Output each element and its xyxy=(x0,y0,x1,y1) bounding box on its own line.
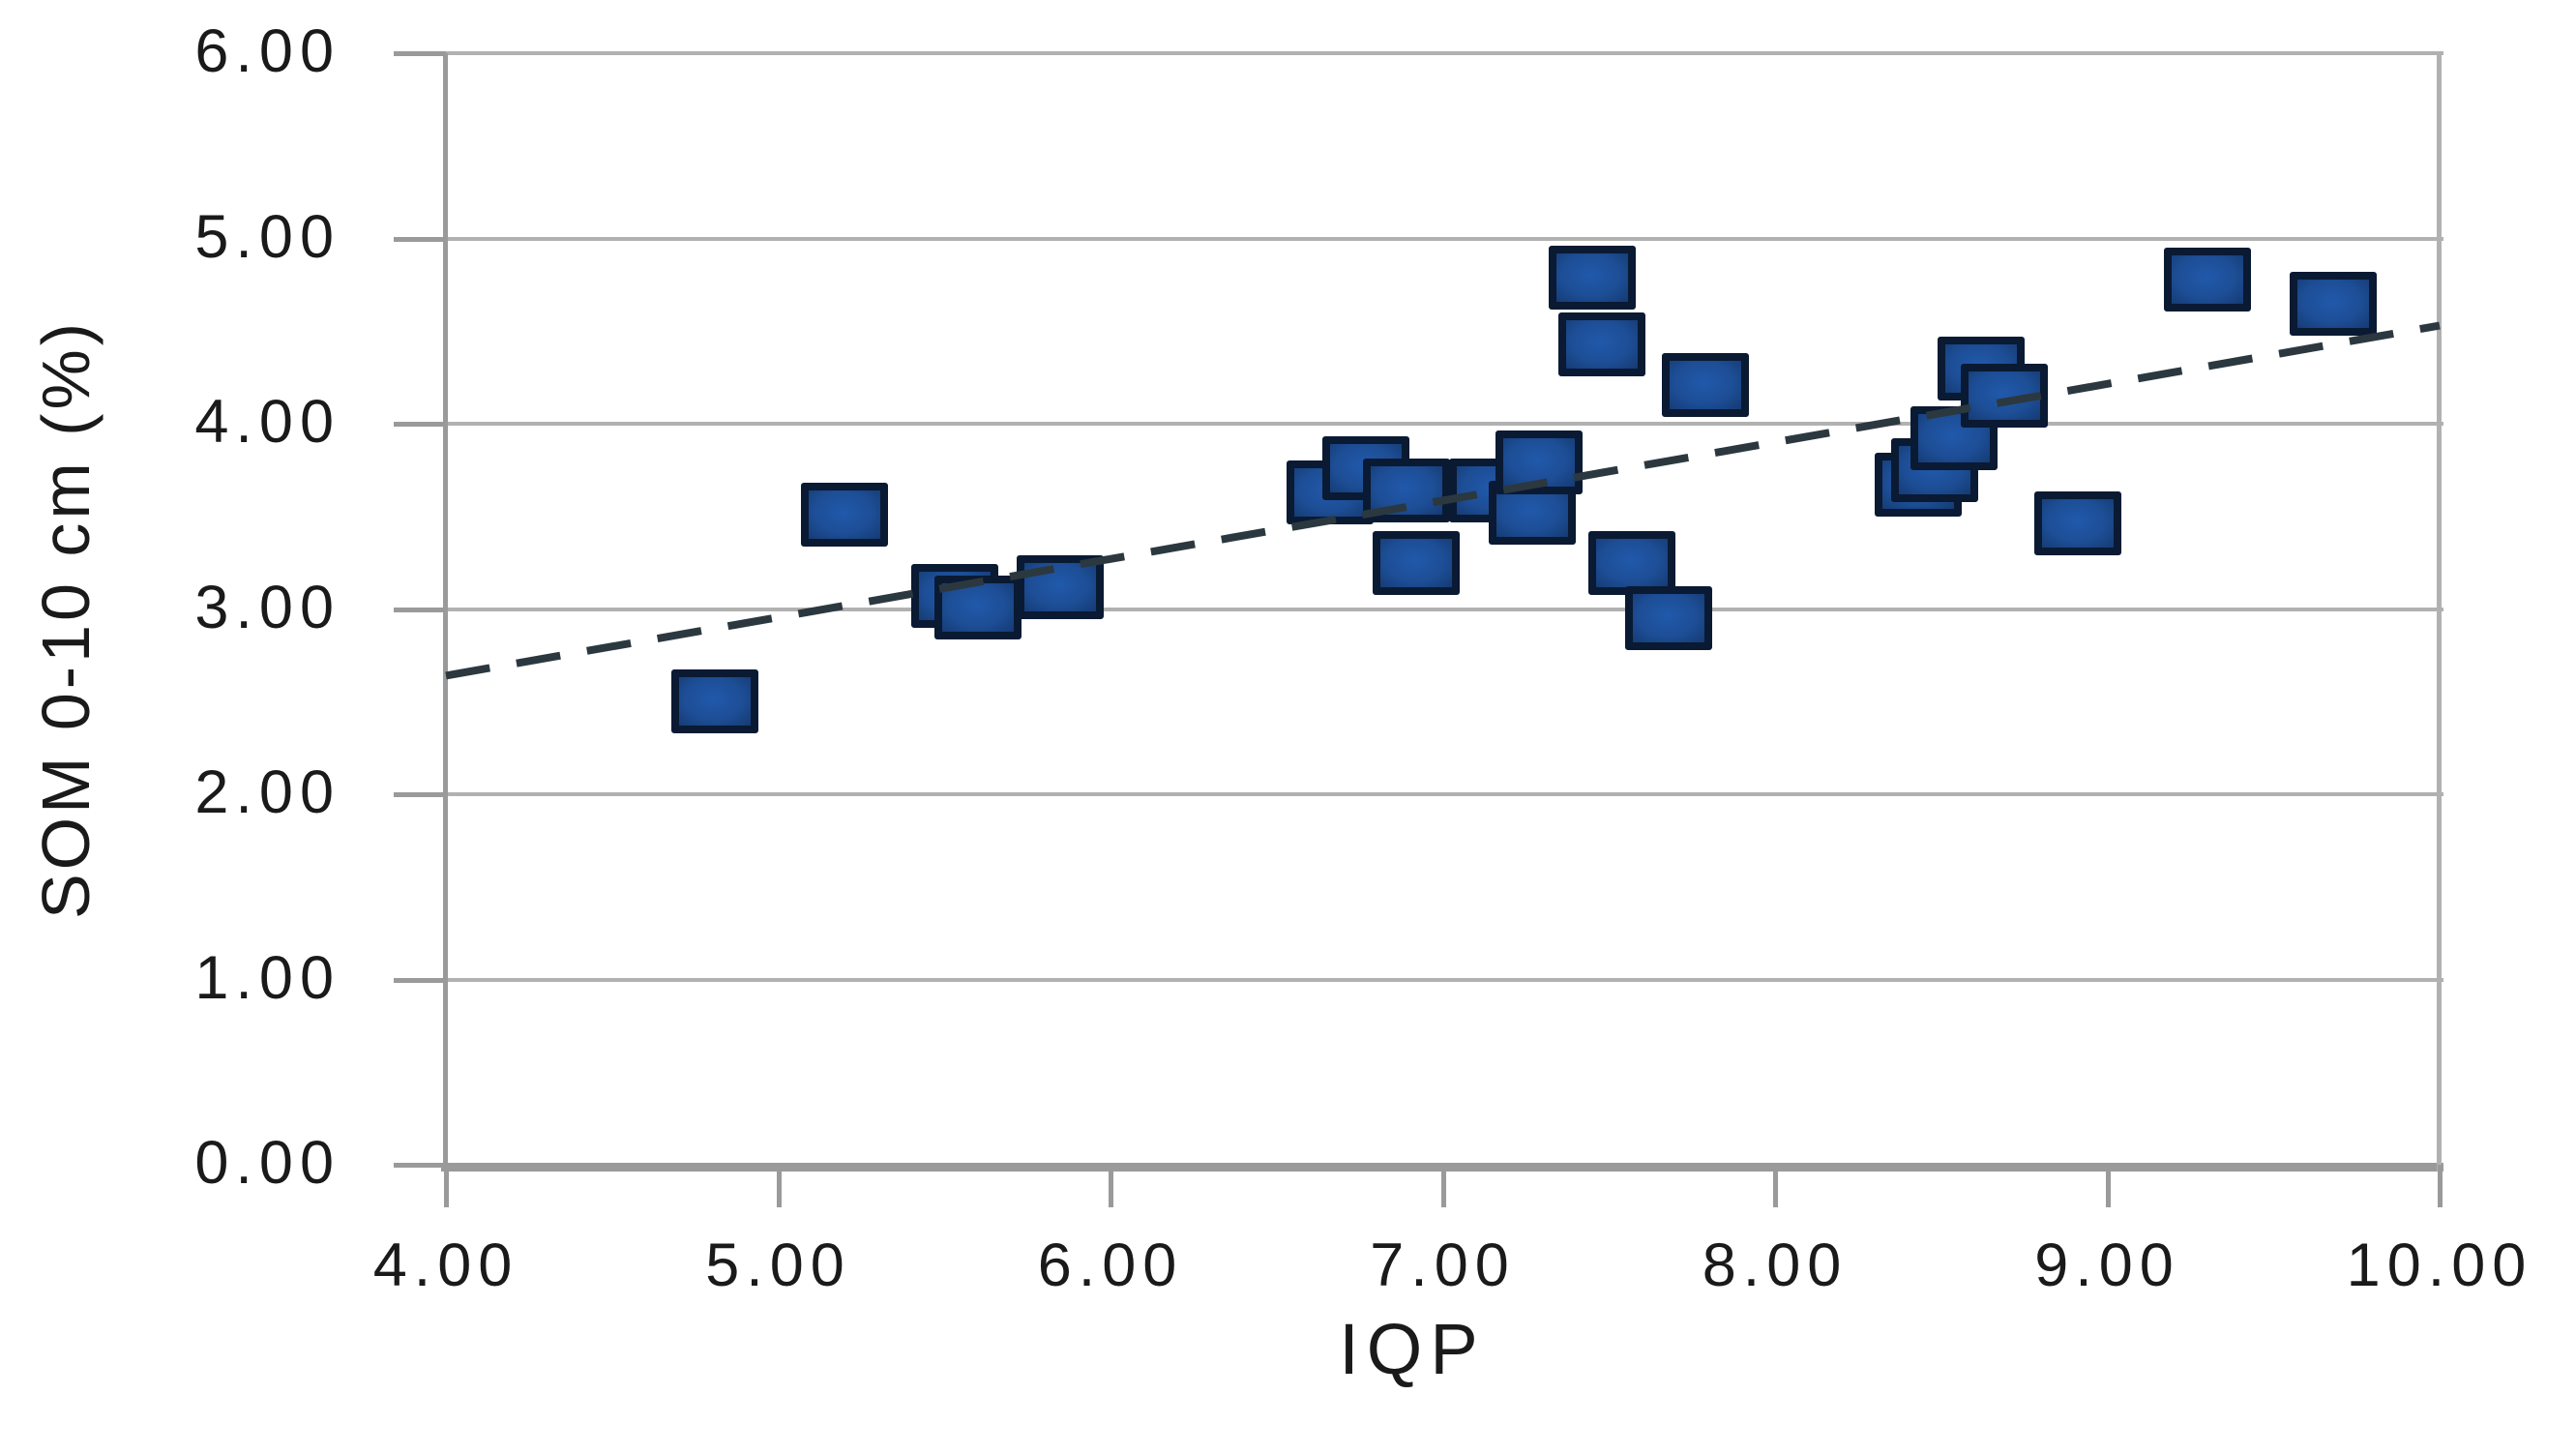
x-tick-label: 6.00 xyxy=(1037,1231,1184,1299)
data-point-marker xyxy=(1549,245,1637,310)
data-point-marker xyxy=(671,669,759,734)
data-point-marker xyxy=(1625,586,1713,651)
y-axis-title: SOM 0-10 cm (%) xyxy=(28,318,104,920)
y-tick-label: 5.00 xyxy=(194,202,341,271)
y-tick-mark xyxy=(394,1163,446,1168)
y-axis-line xyxy=(443,53,448,1172)
y-tick-label: 1.00 xyxy=(194,943,341,1012)
y-tick-mark xyxy=(394,236,446,242)
gridline xyxy=(446,977,2443,982)
y-tick-label: 0.00 xyxy=(194,1129,341,1197)
gridline xyxy=(446,51,2443,55)
data-point-marker xyxy=(2290,271,2378,336)
data-point-marker xyxy=(1558,312,1646,376)
x-tick-label: 4.00 xyxy=(372,1231,519,1299)
data-point-marker xyxy=(1495,430,1584,495)
gridline xyxy=(446,236,2443,241)
data-point-marker xyxy=(1588,530,1676,595)
x-tick-label: 9.00 xyxy=(2034,1231,2180,1299)
x-tick-mark xyxy=(776,1165,782,1207)
x-tick-label: 10.00 xyxy=(2346,1231,2533,1299)
x-tick-mark xyxy=(1773,1165,1778,1207)
plot-right-border xyxy=(2437,53,2442,1172)
data-point-marker xyxy=(1362,458,1450,522)
y-tick-label: 2.00 xyxy=(194,758,341,826)
gridline xyxy=(446,422,2443,426)
data-point-marker xyxy=(2163,247,2251,312)
gridline xyxy=(446,792,2443,796)
data-point-marker xyxy=(1961,364,2048,429)
x-tick-label: 7.00 xyxy=(1370,1231,1516,1299)
x-tick-mark xyxy=(1109,1165,1113,1207)
y-tick-mark xyxy=(394,792,446,797)
y-tick-mark xyxy=(394,51,446,56)
y-tick-mark xyxy=(394,422,446,427)
y-tick-label: 4.00 xyxy=(194,388,341,456)
y-tick-label: 3.00 xyxy=(194,573,341,641)
y-tick-mark xyxy=(394,607,446,612)
y-tick-label: 6.00 xyxy=(194,17,341,85)
y-tick-mark xyxy=(394,977,446,983)
data-point-marker xyxy=(1661,352,1749,417)
x-tick-label: 5.00 xyxy=(705,1231,851,1299)
x-tick-label: 8.00 xyxy=(1702,1231,1849,1299)
data-point-marker xyxy=(801,482,889,547)
x-tick-mark xyxy=(444,1165,449,1207)
gridline xyxy=(446,607,2443,611)
data-point-marker xyxy=(1373,530,1461,595)
data-point-marker xyxy=(933,575,1022,639)
x-axis-title: IQP xyxy=(1339,1309,1486,1389)
x-tick-mark xyxy=(2438,1165,2443,1207)
x-tick-mark xyxy=(1440,1165,1446,1207)
data-point-marker xyxy=(2033,491,2121,556)
data-point-marker xyxy=(1017,554,1105,619)
x-tick-mark xyxy=(2105,1165,2111,1207)
